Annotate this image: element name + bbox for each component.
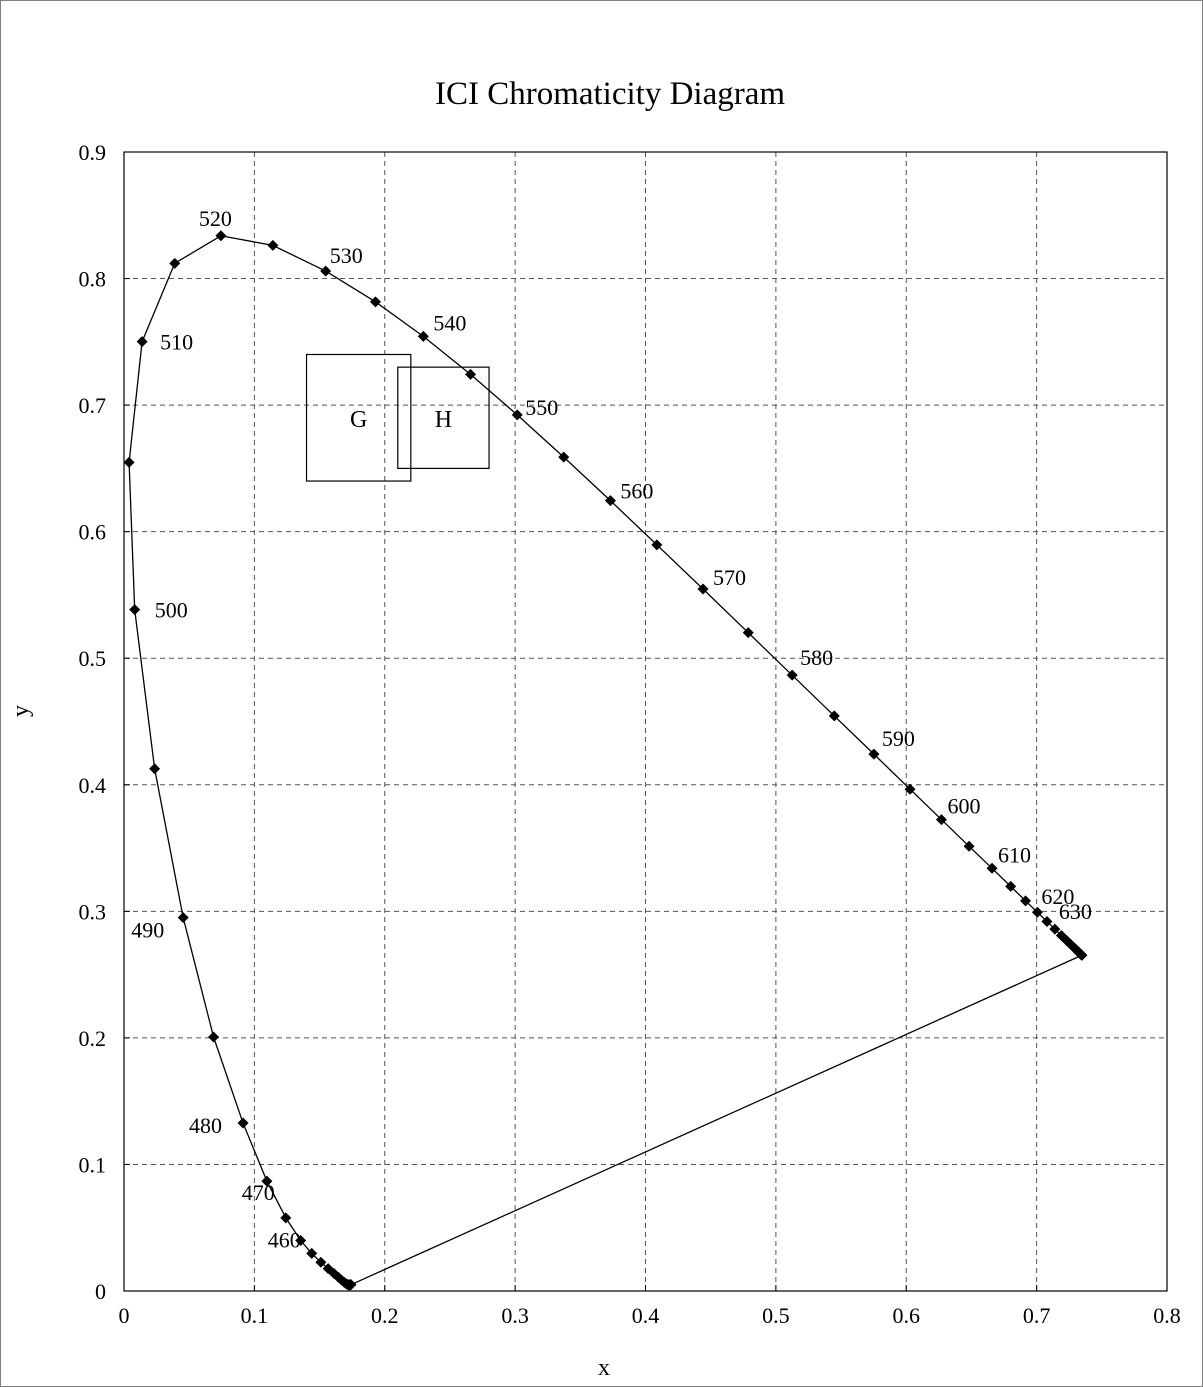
x-tick-label: 0.5 [762, 1303, 790, 1328]
wavelength-label: 490 [131, 918, 164, 943]
x-tick-label: 0 [119, 1303, 130, 1328]
x-tick-label: 0.2 [371, 1303, 399, 1328]
y-tick-label: 0.2 [79, 1026, 107, 1051]
region-box-h [397, 366, 490, 469]
spectral-locus [128, 235, 1083, 1286]
data-point [1020, 895, 1032, 907]
y-tick-label: 0.4 [79, 773, 107, 798]
data-point [1049, 923, 1061, 935]
data-point [1041, 915, 1053, 927]
data-point [177, 912, 189, 924]
data-point [237, 1117, 249, 1129]
y-tick-label: 0.6 [79, 520, 107, 545]
data-point [935, 814, 947, 826]
wavelength-label: 460 [268, 1227, 301, 1252]
data-point [261, 1175, 273, 1187]
wavelength-label: 540 [433, 310, 466, 335]
region-label-h: H [435, 407, 452, 433]
chart-title: ICI Chromaticity Diagram [435, 76, 785, 112]
data-point [208, 1031, 220, 1043]
wavelength-label: 530 [330, 243, 363, 268]
data-point [511, 409, 523, 421]
y-tick-label: 0.1 [79, 1152, 107, 1177]
data-markers [123, 230, 1088, 1291]
wavelength-label: 520 [199, 206, 232, 231]
x-tick-label: 0.7 [1023, 1303, 1051, 1328]
wavelength-label: 560 [620, 479, 653, 504]
data-point [215, 230, 227, 242]
spectral-locus-line [128, 235, 1083, 1286]
wavelength-label: 510 [160, 330, 193, 355]
wavelength-label: 630 [1059, 899, 1092, 924]
data-point [169, 257, 181, 269]
data-point [904, 783, 916, 795]
wavelength-label: 590 [882, 726, 915, 751]
x-tick-label: 0.6 [893, 1303, 921, 1328]
data-point [465, 368, 477, 380]
data-point [149, 763, 161, 775]
data-point [986, 862, 998, 874]
data-point [129, 604, 141, 616]
line-of-purples [350, 954, 1083, 1286]
data-point [742, 627, 754, 639]
y-tick-label: 0.9 [79, 140, 107, 165]
data-point [123, 456, 135, 468]
data-point [828, 710, 840, 722]
data-point [136, 336, 148, 348]
data-point [786, 669, 798, 681]
y-tick-label: 0.5 [79, 646, 107, 671]
data-point [558, 451, 570, 463]
wavelength-label: 570 [713, 565, 746, 590]
y-tick-label: 0 [95, 1279, 106, 1304]
region-box-g [305, 353, 412, 482]
x-tick-label: 0.3 [501, 1303, 529, 1328]
data-point [306, 1247, 318, 1259]
x-tick-label: 0.1 [241, 1303, 269, 1328]
data-point [417, 330, 429, 342]
wavelength-label: 600 [947, 794, 980, 819]
x-tick-label: 0.4 [632, 1303, 660, 1328]
wavelength-label: 470 [242, 1180, 275, 1205]
wavelength-label: 550 [525, 395, 558, 420]
wavelength-label: 480 [189, 1113, 222, 1138]
data-point [315, 1256, 327, 1268]
wavelength-labels: 460 470 480 490 500 510 520 530 540 550 560 570 580 5… [131, 206, 1092, 1253]
wavelength-label: 610 [998, 842, 1031, 867]
y-tick-label: 0.8 [79, 267, 107, 292]
data-point [322, 1263, 334, 1275]
data-point [280, 1212, 292, 1224]
x-axis-ticks: 0 0.1 0.2 0.3 0.4 0.5 0.6 0.7 0.8 [119, 1285, 1181, 1328]
y-tick-label: 0.7 [79, 393, 107, 418]
wavelength-label: 580 [800, 645, 833, 670]
x-axis-label: x [598, 1355, 610, 1381]
y-axis-label: y [8, 705, 34, 717]
region-label-g: G [350, 407, 367, 433]
data-point [604, 495, 616, 507]
data-point [369, 296, 381, 308]
data-point [697, 583, 709, 595]
data-point [1076, 949, 1088, 961]
x-tick-label: 0.8 [1153, 1303, 1181, 1328]
data-point [1005, 880, 1017, 892]
data-point [267, 239, 279, 251]
wavelength-label: 620 [1041, 884, 1074, 909]
data-point [963, 840, 975, 852]
grid-lines [124, 152, 1167, 1291]
y-tick-label: 0.3 [79, 899, 107, 924]
wavelength-label: 500 [155, 598, 188, 623]
data-point [1031, 906, 1043, 918]
data-point [295, 1235, 307, 1247]
y-axis-ticks: 0 0.1 0.2 0.3 0.4 0.5 0.6 0.7 0.8 0.9 [79, 140, 130, 1304]
data-point [868, 748, 880, 760]
data-point [320, 265, 332, 277]
data-point [651, 539, 663, 551]
